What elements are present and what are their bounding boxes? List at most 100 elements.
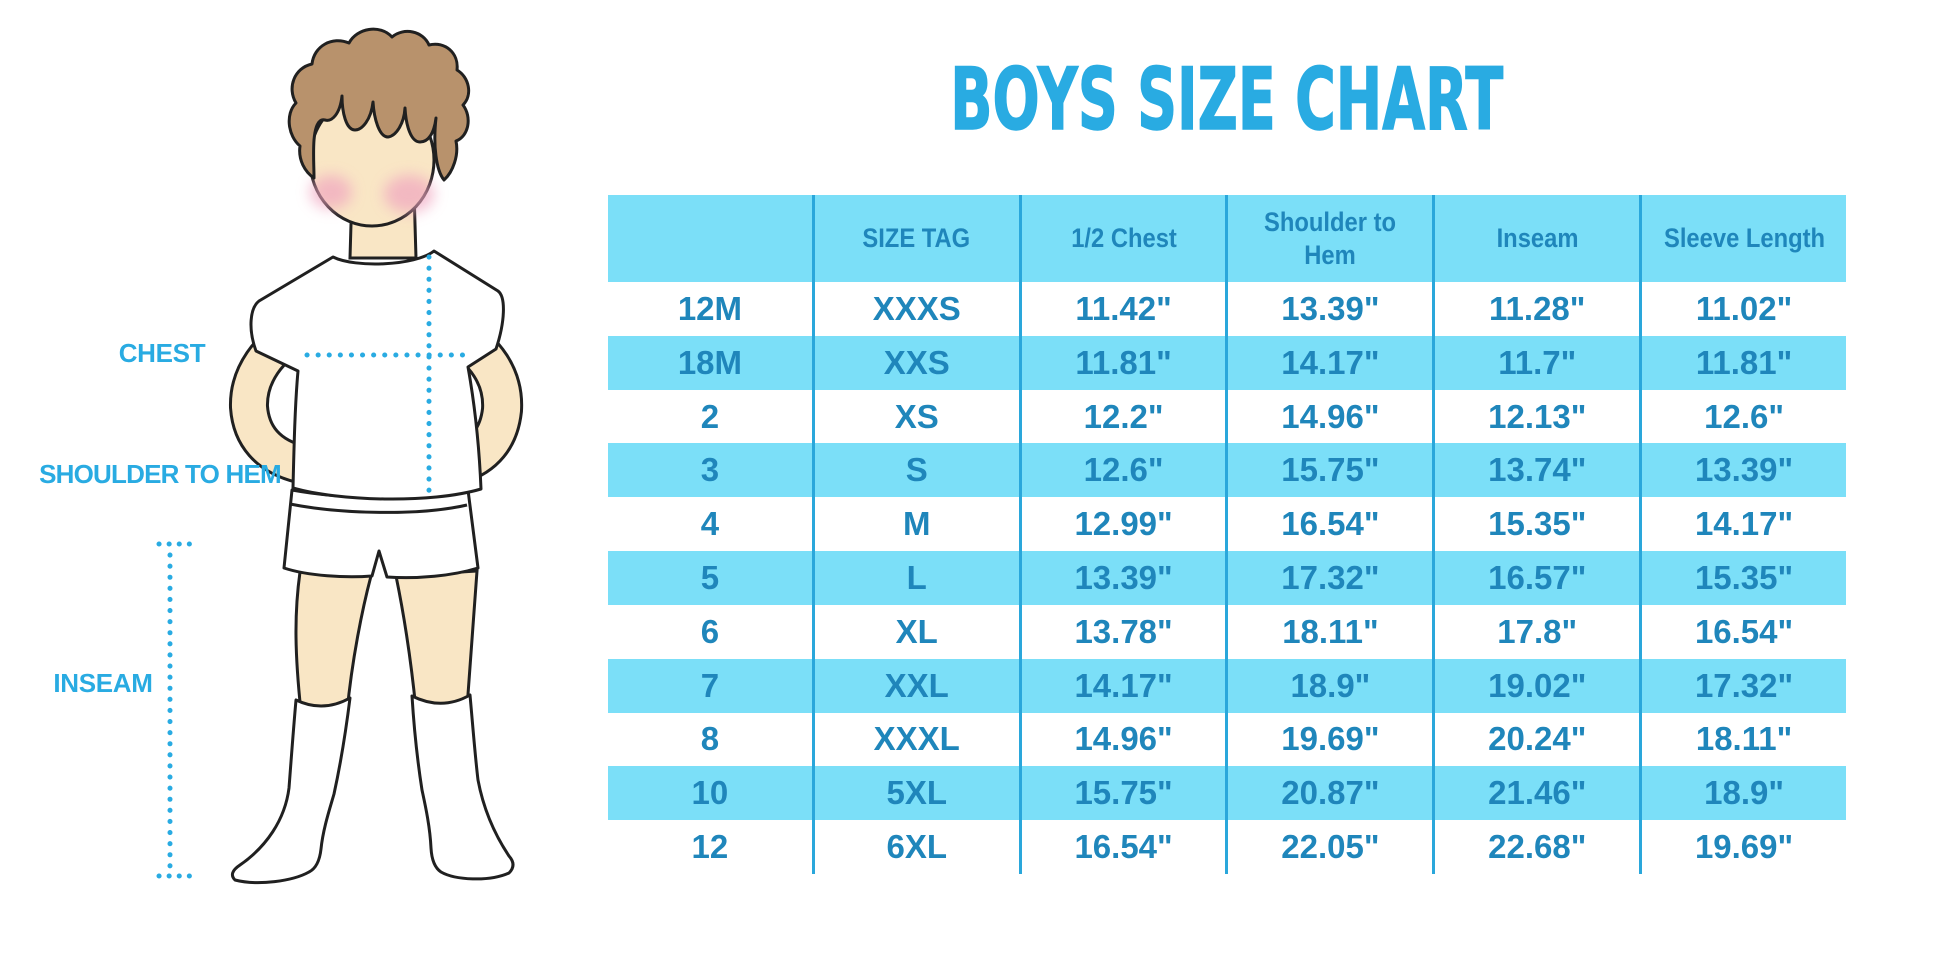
- table-cell: 14.96": [1225, 389, 1432, 444]
- header-cell: SIZE TAG: [811, 195, 1019, 282]
- table-row: 7 XXL 14.17" 18.9" 19.02" 17.32": [608, 658, 1846, 713]
- boy-illustration: CHEST SHOULDER TO HEM INSEAM: [39, 27, 524, 885]
- table-cell: 12: [691, 828, 729, 866]
- chest-label: CHEST: [119, 338, 206, 368]
- table-cell: 12M: [677, 289, 743, 327]
- cheek-left: [310, 175, 352, 209]
- table-row: 5 L 13.39" 17.32" 16.57" 15.35": [608, 551, 1846, 605]
- table-cell: M: [811, 497, 1019, 552]
- table-row: 8 XXXL 14.96" 19.69" 20.24" 18.11": [608, 712, 1846, 767]
- header-cell: Inseam: [1432, 195, 1639, 282]
- table-cell: XXXS: [811, 282, 1019, 336]
- table-cell: 22.05": [1225, 820, 1432, 874]
- table-cell: 2: [700, 397, 720, 435]
- table-cell: 13.78": [1018, 604, 1226, 659]
- table-cell: 16.54": [1225, 497, 1432, 552]
- table-cell: XL: [811, 604, 1019, 659]
- table-cell: 5: [700, 558, 720, 596]
- table-row: 3 S 12.6" 15.75" 13.74" 13.39": [608, 443, 1846, 498]
- table-header-row: SIZE TAG 1/2 Chest Shoulder to Hem Inseam Sl…: [608, 195, 1846, 282]
- page-title: BOYS SIZE CHART: [950, 50, 1504, 150]
- table-cell: 6XL: [811, 820, 1019, 874]
- table-cell: 11.81": [1018, 335, 1226, 390]
- table-cell: 20.87": [1225, 766, 1432, 821]
- sock-right: [410, 693, 515, 881]
- sock-left: [230, 696, 352, 885]
- leg-left: [294, 570, 373, 714]
- header-cell: [608, 195, 812, 282]
- header-cell: Sleeve Length: [1639, 195, 1846, 282]
- table-row: 10 5XL 15.75" 20.87" 21.46" 18.9": [608, 766, 1846, 821]
- table-cell: XXS: [811, 335, 1019, 390]
- table-cell: 14.17": [1225, 335, 1432, 390]
- table-cell: 16.54": [1639, 604, 1846, 659]
- inseam-label: INSEAM: [53, 668, 152, 698]
- table-cell: XS: [811, 389, 1019, 444]
- table-cell: 18.11": [1639, 712, 1846, 767]
- table-cell: 18.11": [1225, 604, 1432, 659]
- header-cell: 1/2 Chest: [1018, 195, 1226, 282]
- table-row: 4 M 12.99" 16.54" 15.35" 14.17": [608, 497, 1846, 552]
- page-title-wrap: BOYS SIZE CHART: [608, 50, 1846, 150]
- table-cell: 18M: [677, 343, 743, 381]
- table-cell: 14.17": [1639, 497, 1846, 552]
- table-cell: XXL: [811, 658, 1019, 713]
- table-cell: 12.13": [1432, 389, 1639, 444]
- table-cell: XXXL: [811, 712, 1019, 767]
- table-cell: 19.69": [1225, 712, 1432, 767]
- table-cell: 11.7": [1432, 335, 1639, 390]
- cheek-right: [384, 175, 434, 213]
- header-cell: Shoulder to Hem: [1225, 195, 1432, 282]
- table-cell: 11.42": [1018, 282, 1226, 336]
- table-cell: 7: [700, 666, 720, 704]
- shorts-waistband: [289, 502, 468, 514]
- table-cell: 15.35": [1432, 497, 1639, 552]
- table-cell: 15.75": [1018, 766, 1226, 821]
- table-cell: 13.74": [1432, 443, 1639, 498]
- table-cell: 12.99": [1018, 497, 1226, 552]
- table-row: 12M XXXS 11.42" 13.39" 11.28" 11.02": [608, 282, 1846, 336]
- hair: [287, 27, 471, 182]
- shoulder-to-hem-label: SHOULDER TO HEM: [39, 459, 281, 489]
- table-cell: 13.39": [1225, 282, 1432, 336]
- table-cell: 15.35": [1639, 551, 1846, 605]
- table-cell: 6: [700, 612, 720, 650]
- table-cell: 19.69": [1639, 820, 1846, 874]
- table-cell: 12.6": [1018, 443, 1226, 498]
- table-cell: 15.75": [1225, 443, 1432, 498]
- table-row: 18M XXS 11.81" 14.17" 11.7" 11.81": [608, 335, 1846, 390]
- table-cell: 3: [700, 451, 720, 489]
- table-cell: 20.24": [1432, 712, 1639, 767]
- table-cell: 5XL: [811, 766, 1019, 821]
- table-row: 6 XL 13.78" 18.11" 17.8" 16.54": [608, 604, 1846, 659]
- table-cell: 21.46": [1432, 766, 1639, 821]
- table-cell: 14.96": [1018, 712, 1226, 767]
- table-cell: 4: [700, 505, 720, 543]
- table-cell: 16.54": [1018, 820, 1226, 874]
- table-cell: 17.8": [1432, 604, 1639, 659]
- table-cell: 19.02": [1432, 658, 1639, 713]
- table-cell: 11.28": [1432, 282, 1639, 336]
- table-cell: 22.68": [1432, 820, 1639, 874]
- table-cell: 17.32": [1225, 551, 1432, 605]
- leg-right: [394, 569, 479, 712]
- table-cell: 11.02": [1639, 282, 1846, 336]
- shirt: [249, 249, 505, 501]
- table-row: 2 XS 12.2" 14.96" 12.13" 12.6": [608, 389, 1846, 444]
- size-chart-table: SIZE TAG 1/2 Chest Shoulder to Hem Inseam Sl…: [608, 195, 1846, 874]
- table-cell: 16.57": [1432, 551, 1639, 605]
- table-cell: 12.6": [1639, 389, 1846, 444]
- table-cell: 13.39": [1639, 443, 1846, 498]
- table-cell: 18.9": [1225, 658, 1432, 713]
- table-cell: 8: [700, 720, 720, 758]
- table-cell: S: [811, 443, 1019, 498]
- table-cell: 13.39": [1018, 551, 1226, 605]
- inseam-measure-line: [156, 541, 193, 879]
- table-cell: 14.17": [1018, 658, 1226, 713]
- table-cell: 17.32": [1639, 658, 1846, 713]
- table-cell: 10: [691, 774, 729, 812]
- shorts: [282, 488, 480, 580]
- table-row: 12 6XL 16.54" 22.05" 22.68" 19.69": [608, 820, 1846, 874]
- table-cell: 18.9": [1639, 766, 1846, 821]
